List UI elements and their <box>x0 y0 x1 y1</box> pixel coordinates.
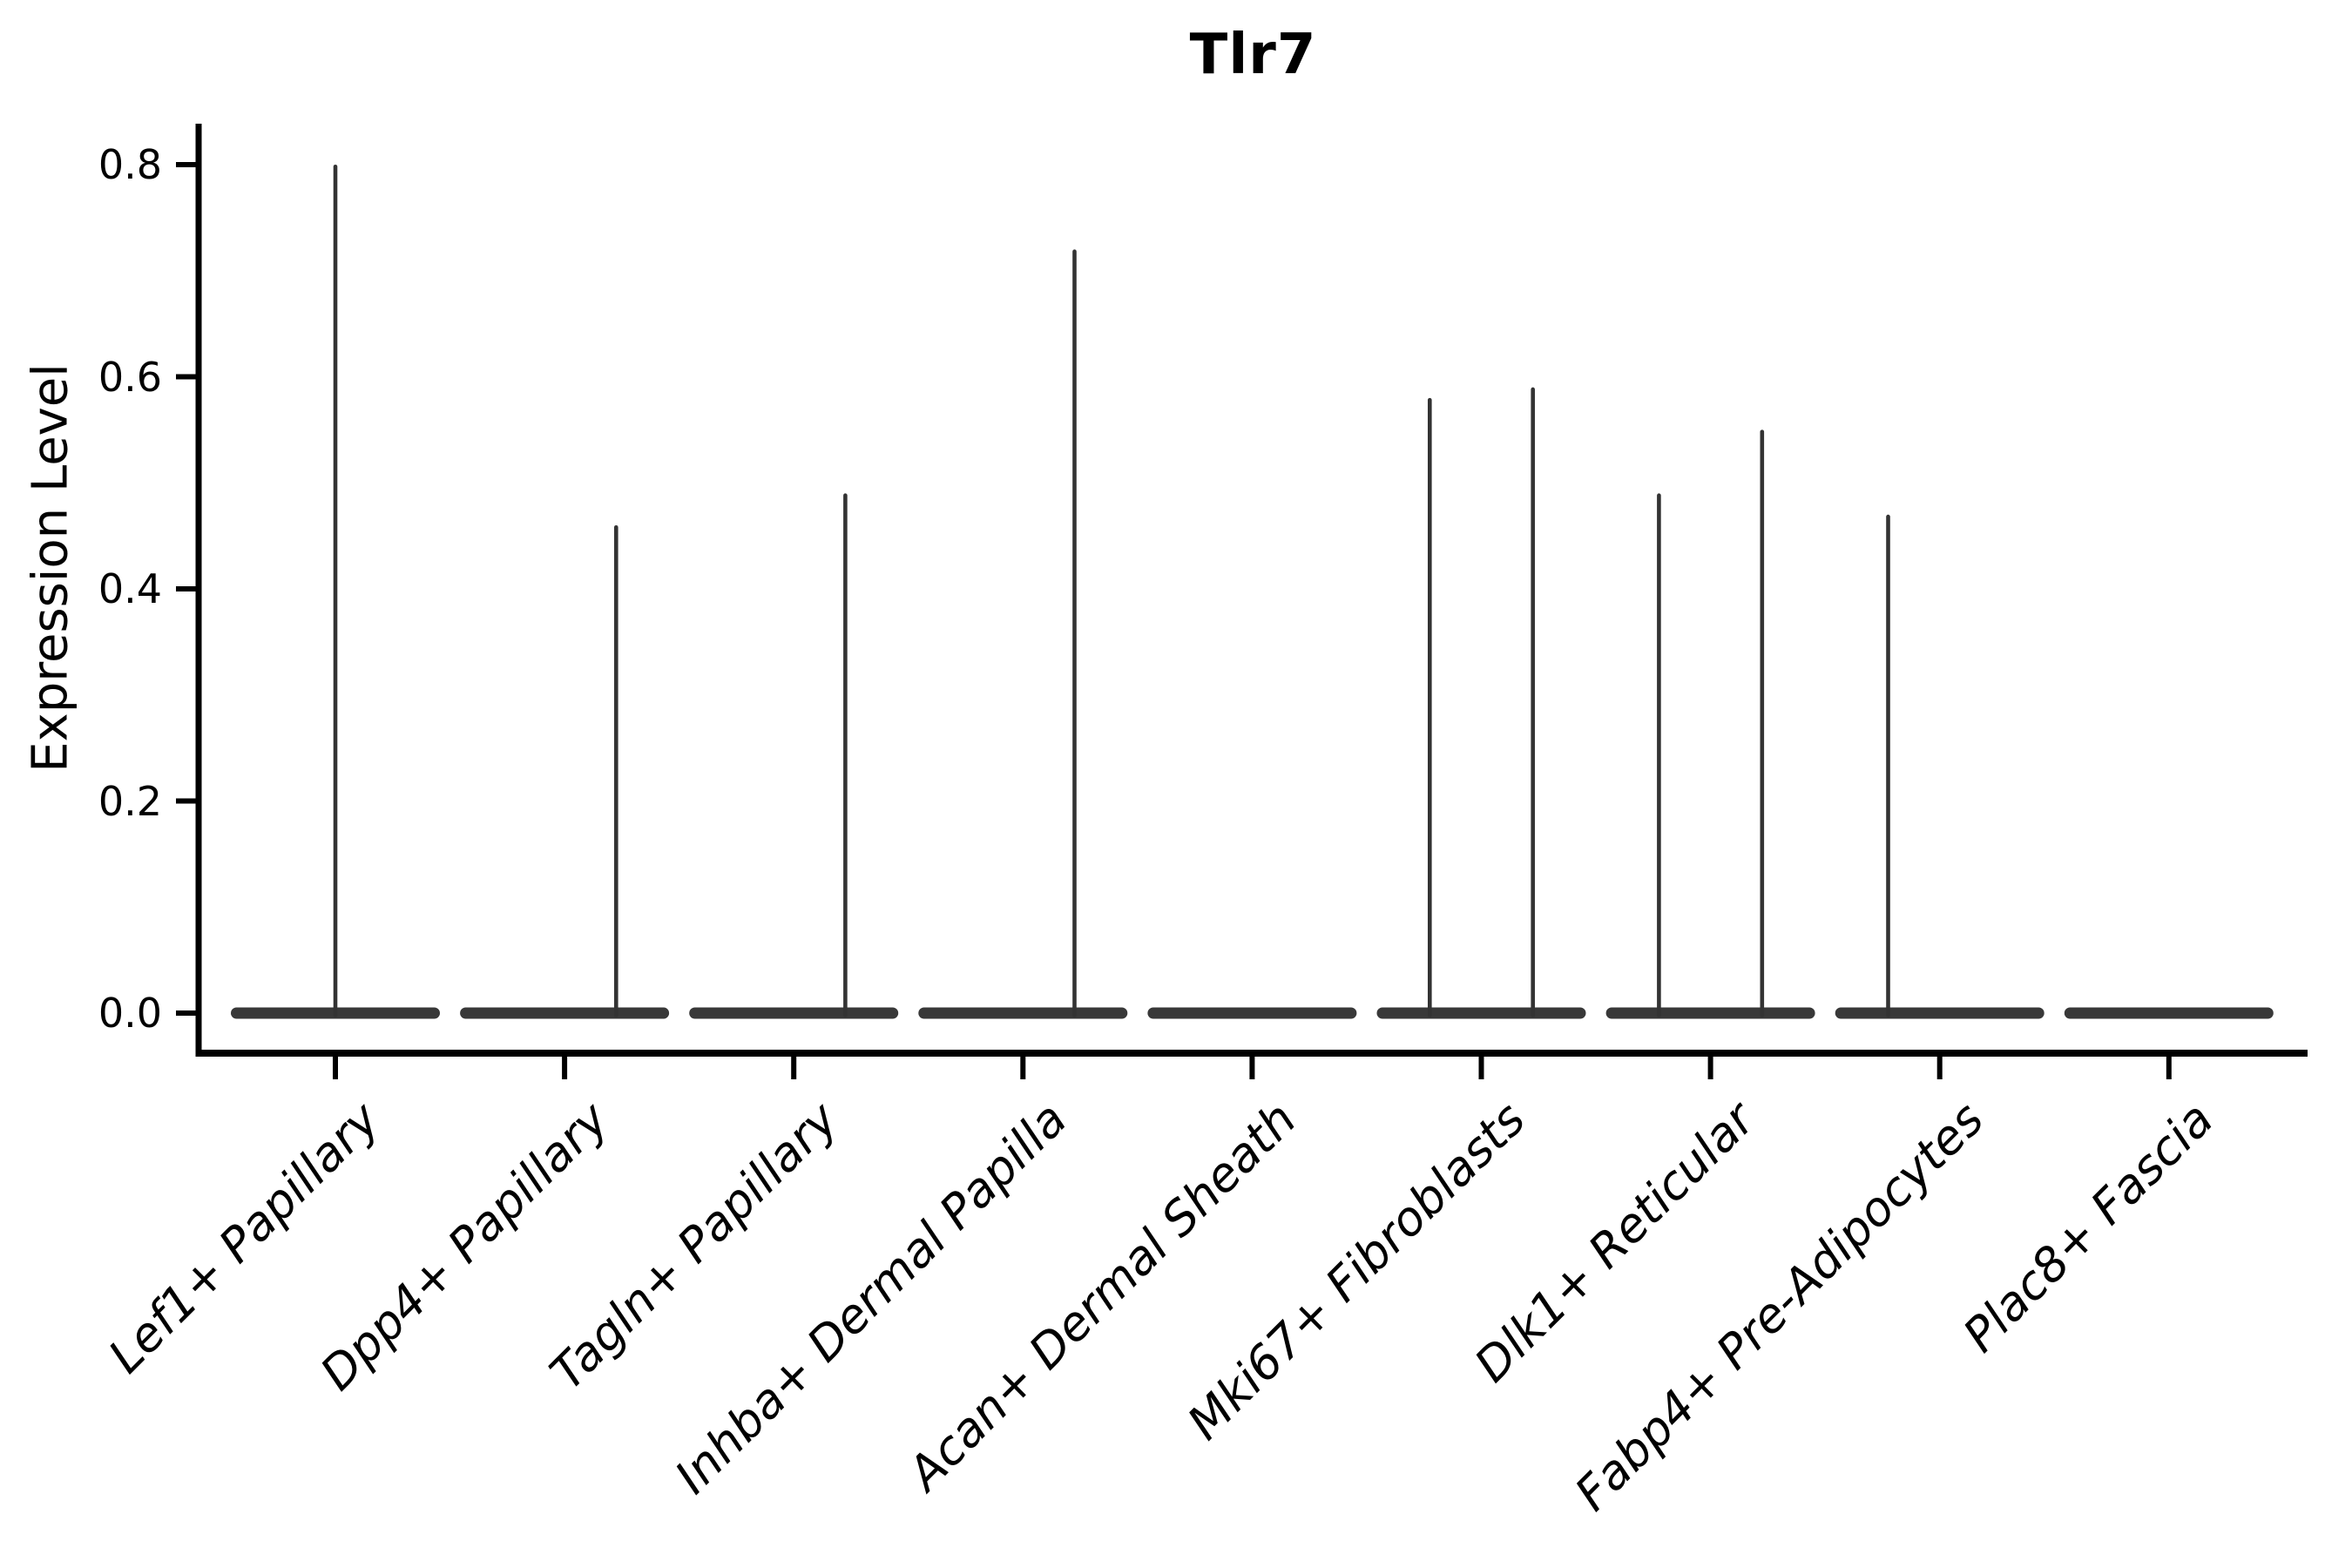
violin-body <box>1147 1007 1357 1019</box>
y-tick-label: 0.0 <box>98 990 162 1037</box>
violin-body <box>689 1007 899 1019</box>
expression-spike <box>1657 493 1661 1017</box>
expression-spike <box>843 493 848 1017</box>
violin-body <box>1835 1007 2044 1019</box>
y-axis-label: Expression Level <box>22 363 79 773</box>
violin-body <box>460 1007 670 1019</box>
expression-spike <box>1428 397 1432 1018</box>
expression-spike <box>1886 514 1890 1017</box>
y-tick-label: 0.4 <box>98 565 162 612</box>
y-tick-label: 0.8 <box>98 141 162 188</box>
expression-spike <box>613 524 618 1017</box>
y-tick-label: 0.6 <box>98 353 162 401</box>
expression-spike <box>1531 387 1535 1017</box>
expression-spike <box>1072 249 1077 1017</box>
plot-title: Tlr7 <box>1189 23 1317 87</box>
violin-body <box>918 1007 1128 1019</box>
y-tick-label: 0.2 <box>98 777 162 825</box>
expression-spike <box>333 165 338 1017</box>
expression-spike <box>1760 429 1765 1017</box>
violin-body <box>2064 1007 2274 1019</box>
violin-body <box>1605 1007 1815 1019</box>
violin-body <box>1376 1007 1586 1019</box>
